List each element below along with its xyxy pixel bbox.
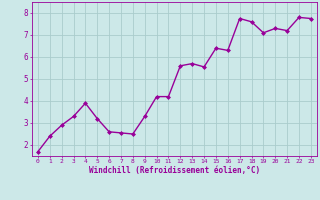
X-axis label: Windchill (Refroidissement éolien,°C): Windchill (Refroidissement éolien,°C) [89, 166, 260, 175]
